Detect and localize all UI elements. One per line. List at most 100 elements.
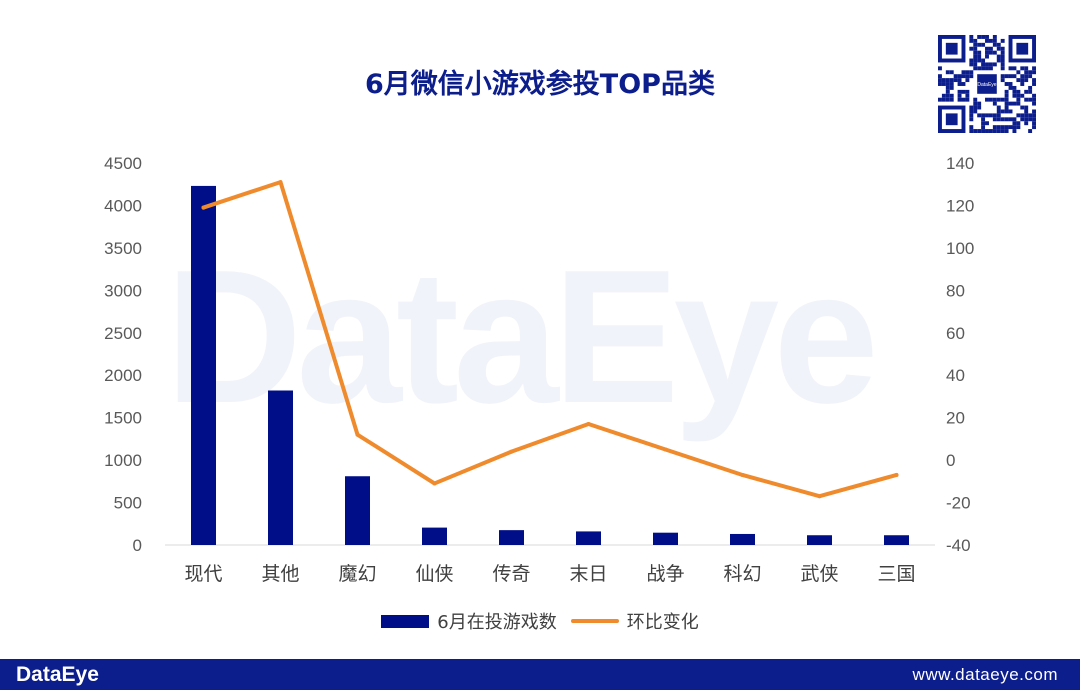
qr-module <box>949 78 954 83</box>
qr-module <box>1000 62 1005 67</box>
x-tick-label: 仙侠 <box>415 563 453 585</box>
qr-module <box>1004 89 1009 94</box>
y-left-tick-label: 3000 <box>104 281 142 300</box>
line-point-3 <box>432 481 437 486</box>
legend-item-bars[interactable]: 6月在投游戏数 <box>381 608 557 634</box>
qr-module <box>988 50 993 55</box>
y-right-tick-label: 60 <box>946 324 965 343</box>
bar-2 <box>345 476 370 545</box>
qr-module <box>1024 105 1029 110</box>
y-left-tick-label: 2500 <box>104 324 142 343</box>
qr-module <box>961 74 966 79</box>
qr-module <box>1032 125 1036 130</box>
qr-center-label: DataEye <box>977 82 996 88</box>
qr-module <box>981 58 986 63</box>
bar-7 <box>730 533 755 545</box>
footer-url[interactable]: www.dataeye.com <box>912 664 1058 684</box>
qr-module <box>969 46 974 51</box>
qr-module <box>1016 78 1021 83</box>
qr-module <box>1004 97 1009 102</box>
qr-module <box>1008 85 1013 90</box>
footer-logo[interactable]: DataEye <box>16 662 99 686</box>
y-left-tick-label: 4000 <box>104 196 142 215</box>
qr-module <box>1016 101 1021 106</box>
bar-1 <box>268 390 293 545</box>
qr-module <box>941 97 946 102</box>
qr-module <box>1004 105 1009 110</box>
qr-module <box>1008 82 1013 86</box>
bar-3 <box>422 527 447 545</box>
qr-module <box>969 62 974 67</box>
qr-finder-core <box>945 42 958 55</box>
qr-module <box>1032 78 1036 83</box>
qr-module <box>973 101 978 106</box>
qr-module <box>992 35 997 39</box>
qr-module <box>949 93 954 98</box>
qr-module <box>988 38 993 43</box>
y-left-tick-label: 0 <box>133 536 142 555</box>
qr-module <box>977 113 982 118</box>
qr-module <box>977 129 982 133</box>
qr-module <box>996 117 1001 122</box>
qr-module <box>1020 113 1025 118</box>
y-right-tick-label: -20 <box>946 494 971 513</box>
qr-module <box>1032 109 1036 114</box>
qr-module <box>992 113 997 118</box>
qr-module <box>1000 46 1005 51</box>
qr-module <box>969 117 974 122</box>
qr-module <box>1024 66 1029 71</box>
qr-module <box>973 38 978 43</box>
qr-module <box>1032 101 1036 106</box>
qr-module <box>1028 113 1033 118</box>
line-point-2 <box>355 432 360 437</box>
qr-module <box>969 38 974 43</box>
qr-module <box>1008 66 1013 71</box>
qr-module <box>961 70 966 75</box>
qr-module <box>996 129 1001 133</box>
bar-4 <box>499 530 524 545</box>
x-tick-label: 现代 <box>184 563 222 585</box>
line-point-8 <box>817 494 822 499</box>
qr-module <box>1016 121 1021 126</box>
qr-module <box>992 42 997 47</box>
qr-module <box>992 97 997 102</box>
qr-module <box>973 42 978 47</box>
qr-module <box>973 105 978 110</box>
qr-module <box>1004 74 1009 79</box>
qr-module <box>1028 129 1033 133</box>
qr-module <box>992 125 997 130</box>
qr-module <box>1020 66 1025 71</box>
legend-item-line[interactable]: 环比变化 <box>570 608 699 634</box>
qr-module <box>1012 121 1017 126</box>
qr-module <box>1024 113 1029 118</box>
qr-module <box>1012 125 1017 130</box>
bar-8 <box>807 535 832 545</box>
qr-module <box>1004 109 1009 114</box>
qr-module <box>996 46 1001 51</box>
qr-module <box>1024 117 1029 122</box>
qr-module <box>1024 70 1029 75</box>
x-tick-label: 武侠 <box>800 563 838 585</box>
qr-module <box>1028 89 1033 94</box>
qr-module <box>1032 121 1036 126</box>
qr-module <box>969 58 974 63</box>
qr-module <box>969 74 974 79</box>
qr-module <box>1004 117 1009 122</box>
qr-module <box>1012 85 1017 90</box>
qr-module <box>961 82 966 86</box>
qr-module <box>977 50 982 55</box>
qr-module <box>1000 97 1005 102</box>
qr-module <box>996 109 1001 114</box>
qr-module <box>981 113 986 118</box>
qr-module <box>981 129 986 133</box>
qr-finder-core <box>1016 42 1029 55</box>
qr-module <box>941 82 946 86</box>
qr-module <box>985 38 989 43</box>
y-right-tick-label: -40 <box>946 536 971 555</box>
legend-line-swatch <box>570 619 619 623</box>
qr-module <box>1000 54 1005 59</box>
qr-module <box>961 89 966 94</box>
y-right-tick-label: 100 <box>946 239 974 258</box>
qr-module <box>969 70 974 75</box>
x-tick-label: 科幻 <box>723 563 761 585</box>
